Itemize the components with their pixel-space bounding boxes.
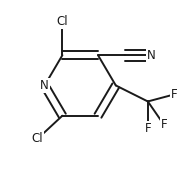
Text: F: F <box>144 122 151 135</box>
Text: Cl: Cl <box>57 15 68 28</box>
Text: N: N <box>40 79 49 92</box>
Text: F: F <box>161 118 167 131</box>
Text: F: F <box>171 88 178 101</box>
Text: Cl: Cl <box>32 132 43 145</box>
Text: N: N <box>147 49 156 62</box>
